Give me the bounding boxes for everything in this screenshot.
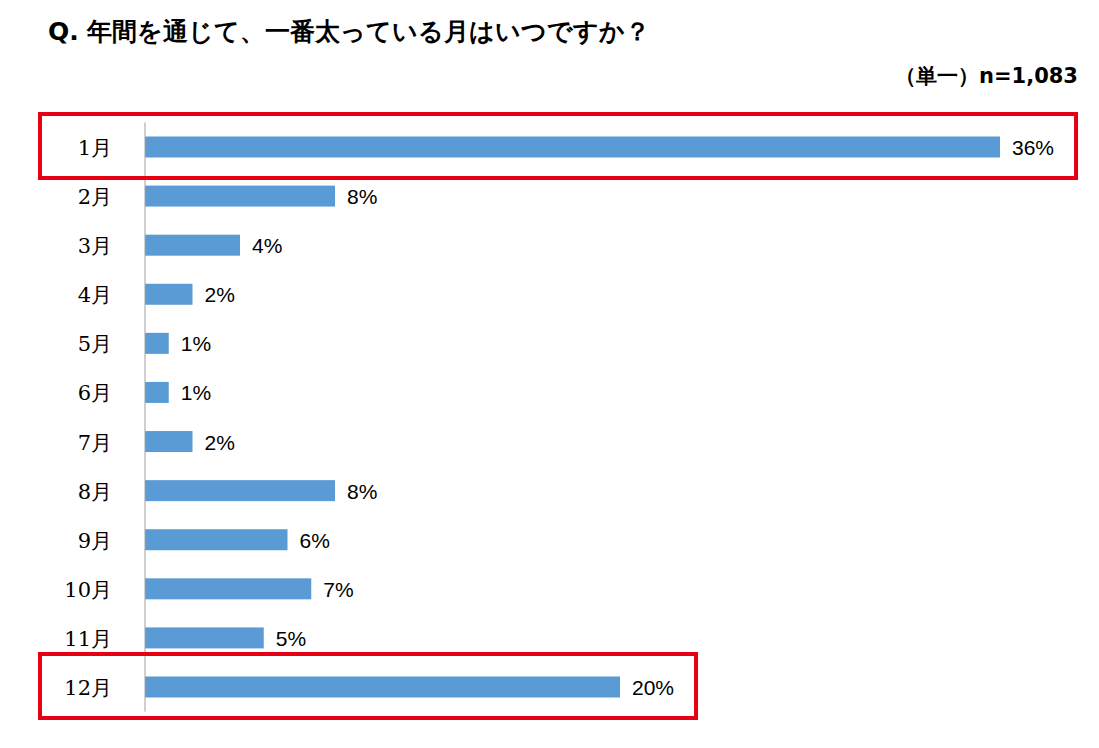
- bar: [145, 333, 169, 354]
- axis-line: [145, 122, 146, 711]
- data-label: 36%: [1012, 136, 1054, 159]
- data-label: 8%: [347, 185, 377, 208]
- category-label: 3月: [78, 234, 112, 258]
- bar: [145, 529, 288, 550]
- data-label: 6%: [300, 529, 330, 552]
- labels: 1月 36% 2月 8% 3月 4% 4月 2% 5月 1% 6月 1% 7月 2% 8月 8% 9月 6% 10月…: [64, 136, 1054, 700]
- category-label: 2月: [78, 185, 112, 209]
- bar: [145, 137, 1000, 158]
- category-label: 10月: [64, 578, 112, 602]
- title: Q. 年間を通じて、一番太っている月はいつですか？: [48, 17, 650, 46]
- data-label: 1%: [181, 381, 211, 404]
- data-label: 8%: [347, 480, 377, 503]
- category-label: 9月: [78, 529, 112, 553]
- bar: [145, 186, 335, 207]
- highlight-box: [40, 114, 1076, 178]
- category-label: 11月: [64, 627, 112, 651]
- bar: [145, 578, 311, 599]
- data-label: 20%: [632, 676, 674, 699]
- bar: [145, 431, 193, 452]
- category-label: 5月: [78, 332, 112, 356]
- category-label: 1月: [78, 136, 112, 160]
- data-label: 7%: [323, 578, 353, 601]
- category-label: 6月: [78, 381, 112, 405]
- highlight-box: [40, 654, 696, 718]
- category-label: 12月: [64, 676, 112, 700]
- bar: [145, 284, 193, 305]
- category-label: 7月: [78, 431, 112, 455]
- data-label: 2%: [205, 431, 235, 454]
- category-label: 4月: [78, 283, 112, 307]
- chart: Q. 年間を通じて、一番太っている月はいつですか？ （単一）n=1,083 1月 36…: [0, 0, 1099, 748]
- bar: [145, 480, 335, 501]
- data-label: 1%: [181, 332, 211, 355]
- data-label: 5%: [276, 627, 306, 650]
- category-label: 8月: [78, 480, 112, 504]
- subtitle: （単一）n=1,083: [895, 64, 1078, 88]
- bar: [145, 677, 620, 698]
- bar: [145, 627, 264, 648]
- data-label: 2%: [205, 283, 235, 306]
- bar: [145, 235, 240, 256]
- bar: [145, 382, 169, 403]
- data-label: 4%: [252, 234, 282, 257]
